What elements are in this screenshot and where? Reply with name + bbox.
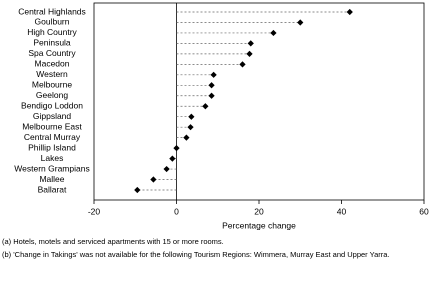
x-tick-label: 60 [419,206,429,216]
dot [187,124,194,131]
dot [208,82,215,89]
dot [202,103,209,110]
x-axis-label: Percentage change [222,220,296,230]
dot [246,50,253,57]
y-tick-label: Goulburn [35,17,70,27]
y-tick-label: Western [36,69,68,79]
x-tick-label: 0 [174,206,179,216]
dot [183,134,190,141]
y-tick-label: Ballarat [38,184,67,194]
dot [169,155,176,162]
y-tick-label: Melbourne [32,80,72,90]
y-tick-label: High Country [27,27,77,37]
x-tick-label: 20 [254,206,264,216]
y-tick-label: Phillip Island [28,142,76,152]
x-tick-label: -20 [88,206,101,216]
dot [134,186,141,194]
dot [247,40,254,47]
dot [150,176,157,183]
dot [346,8,353,16]
dot [173,145,180,152]
y-tick-label: Macedon [35,59,70,69]
y-tick-label: Lakes [41,153,64,163]
x-tick-label: 40 [337,206,347,216]
y-tick-label: Gippsland [33,111,72,121]
dot [270,29,277,37]
dot [188,113,195,120]
y-tick-label: Melbourne East [22,121,82,131]
y-tick-label: Central Highlands [18,6,86,16]
y-tick-label: Mallee [39,174,64,184]
plot-frame [93,2,425,201]
dot [239,61,246,68]
y-tick-label: Spa Country [28,48,76,58]
dot [210,71,217,78]
y-tick-label: Western Grampians [14,163,89,173]
chart: Percentage change -20 0 20 40 60 Central High… [14,2,429,230]
footnote: (a) Hotels, motels and serviced apartmen… [2,237,224,246]
dot [163,165,170,173]
y-tick-label: Central Murray [24,132,81,142]
y-tick-label: Peninsula [33,38,71,48]
y-tick-label: Geelong [36,90,68,100]
footnote: (b) 'Change in Takings' was not availabl… [2,250,390,259]
dot [297,19,304,26]
y-tick-label: Bendigo Loddon [21,100,83,110]
dot [208,92,215,99]
